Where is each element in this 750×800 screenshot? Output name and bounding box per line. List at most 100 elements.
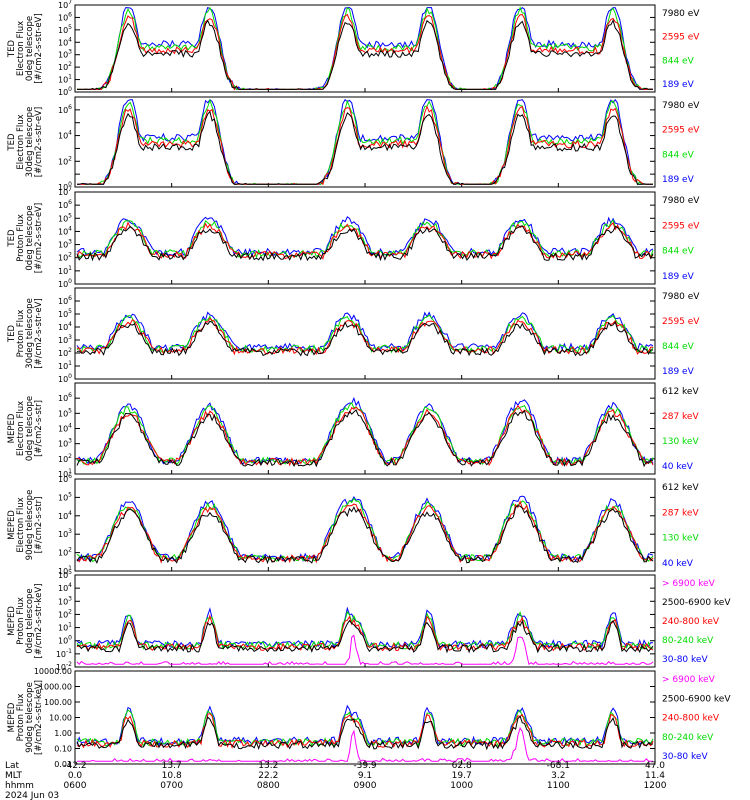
y-tick-label: 100 [58,373,72,384]
y-tick-label: 100 [58,278,72,289]
y-axis-label: 90deg telescope [25,490,35,561]
panel-5 [74,382,656,475]
y-axis-label: [#/cm2-s-str-eV] [34,13,44,83]
y-tick-label: 103 [58,595,72,606]
y-tick-label: 102 [58,453,72,464]
legend-entry: 2595 eV [662,221,700,231]
y-axis-label: [#/cm2-s-str-keV] [34,680,44,755]
y-tick-label: 102 [58,155,72,166]
legend-entry: 7980 eV [662,101,700,111]
legend-entry: 80-240 keV [662,636,714,646]
x-tick-hhmm: 0800 [257,781,280,791]
panel-7 [74,574,656,668]
y-axis-label: TED [7,324,17,343]
panel-frame [74,670,656,765]
y-axis-label: Electron Flux [16,21,26,76]
x-tick-mlt: 11.4 [645,771,665,781]
legend-entry: 7980 eV [662,292,700,302]
y-tick-label: 102 [58,347,72,358]
legend-entry: 7980 eV [662,9,700,19]
x-tick-mlt: 9.1 [358,771,372,781]
legend-entry: 30-80 keV [662,655,708,665]
y-tick-label: 101 [58,360,72,371]
series-trace [76,6,653,91]
y-tick-label: 106 [58,199,72,210]
legend-entry: 612 keV [662,483,699,493]
legend-entry: 844 eV [662,247,695,257]
y-axis-label: MEPED [7,413,17,443]
y-axis-label: Proton Flux [16,310,26,358]
x-tick-mlt: 0.0 [68,771,83,781]
panel-6 [74,478,656,572]
y-axis-label: [#/cm2-s-str] [34,497,44,554]
series-trace [76,409,653,468]
x-tick-mlt: 19.7 [452,771,472,781]
y-tick-label: 104 [58,582,72,593]
series-trace [76,610,654,651]
y-tick-label: 10000.00 [34,667,72,676]
panel-frame [74,574,656,668]
x-tick-lat: -42.2 [63,761,86,771]
x-tick-mlt: 10.8 [162,771,182,781]
y-tick-label: 104 [58,36,72,47]
y-axis-label: [#/cm2-s-str] [34,400,44,457]
y-axis-label: Electron Flux [16,114,26,169]
y-tick-label: 0.01 [54,760,72,769]
y-axis-label: MEPED [7,510,17,540]
y-tick-label: 103 [58,49,72,60]
y-tick-label: 10-1 [56,648,72,659]
panel-1 [74,4,656,93]
series-trace [76,320,654,357]
series-trace [76,505,654,565]
y-axis-label: MEPED [7,702,17,732]
series-trace [76,221,654,260]
x-tick-lat: 13.2 [258,761,278,771]
y-tick-label: 100 [58,635,72,646]
y-tick-label: 105 [58,308,72,319]
y-axis-label: Electron Flux [16,497,26,552]
y-tick-label: 10.00 [49,714,72,723]
y-axis-label: 0deg telescope [25,16,35,81]
y-tick-label: 106 [58,295,72,306]
y-tick-label: 105 [58,407,72,418]
y-axis-label: [#/cm2-s-str-keV] [34,584,44,659]
y-axis-label: 0deg telescope [25,588,35,653]
y-tick-label: 100 [58,181,72,192]
x-tick-hhmm: 0600 [64,781,87,791]
legend-entry: > 6900 keV [662,675,716,685]
series-trace [76,404,654,467]
y-tick-label: 101 [58,468,72,479]
y-tick-label: 105 [58,212,72,223]
y-axis-label: Proton Flux [16,597,26,645]
legend-entry: 7980 eV [662,196,700,206]
x-tick-hhmm: 1000 [450,781,473,791]
panel-2 [74,96,656,188]
y-tick-label: 105 [58,569,72,580]
panel-frame [74,287,656,380]
x-row-label: MLT [5,771,23,781]
y-tick-label: 107 [58,0,72,10]
y-axis-label: Proton Flux [16,214,26,262]
y-tick-label: 104 [58,510,72,521]
y-axis-label: MEPED [7,606,17,636]
legend-entry: 844 eV [662,56,695,66]
legend-entry: 2595 eV [662,126,700,136]
x-tick-lat: 62.8 [452,761,472,771]
series-trace [76,216,654,257]
y-axis-label: Proton Flux [16,694,26,742]
series-trace [77,13,653,91]
x-row-label: Lat [5,761,20,771]
y-tick-label: 101 [58,265,72,276]
x-tick-lat: 47.0 [645,761,665,771]
x-tick-hhmm: 1100 [547,781,570,791]
panel-4 [74,287,656,380]
legend-entry: 2500-6900 keV [662,598,731,608]
legend-entry: 40 keV [662,559,694,569]
y-tick-label: 101 [58,74,72,85]
legend-entry: 189 eV [662,80,695,90]
series-trace [77,98,654,186]
y-axis-label: 90deg telescope [25,682,35,753]
legend-entry: 30-80 keV [662,752,708,762]
x-tick-mlt: 22.2 [258,771,278,781]
